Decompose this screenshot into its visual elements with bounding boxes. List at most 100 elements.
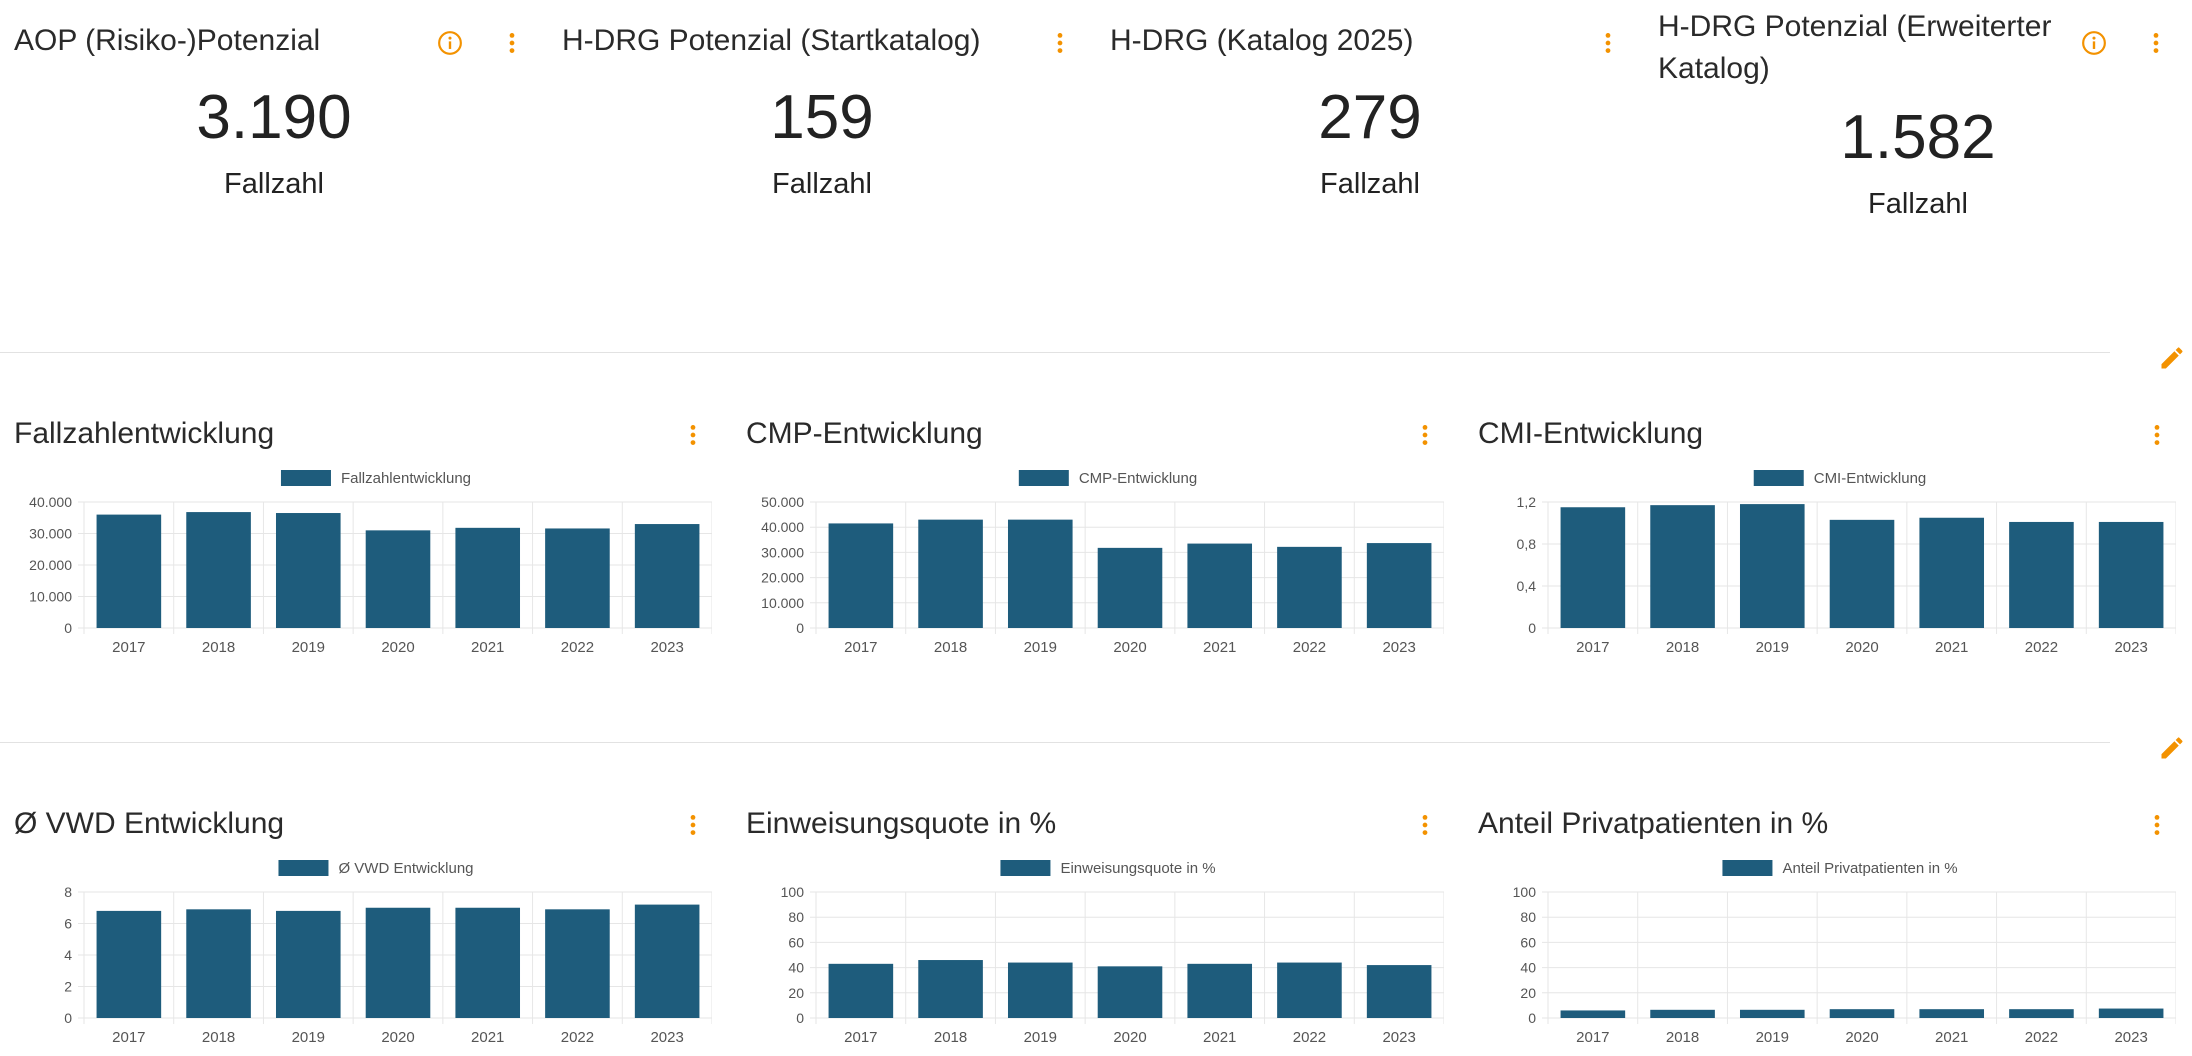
- more-vertical-icon[interactable]: [499, 30, 525, 56]
- kpi-unit: Fallzahl: [772, 168, 872, 200]
- chart-legend[interactable]: Einweisungsquote in %: [1000, 860, 1216, 877]
- bar-2019[interactable]: [275, 910, 341, 1018]
- bar-2018[interactable]: [1650, 505, 1715, 628]
- kpi-unit: Fallzahl: [1320, 168, 1420, 200]
- info-circle-icon[interactable]: [2081, 30, 2107, 56]
- bar-2023[interactable]: [1366, 543, 1432, 628]
- bar-2022[interactable]: [1277, 546, 1342, 628]
- x-tick-label: 2021: [1935, 1029, 1968, 1046]
- chart-legend[interactable]: CMI-Entwicklung: [1753, 470, 1927, 487]
- bar-2021[interactable]: [1187, 543, 1253, 628]
- more-vertical-icon[interactable]: [680, 422, 706, 448]
- bar-2021[interactable]: [1919, 1009, 1985, 1018]
- bar-2017[interactable]: [96, 910, 162, 1018]
- y-tick-label: 40.000: [761, 519, 804, 535]
- legend-label: Anteil Privatpatienten in %: [1782, 860, 1957, 877]
- bar-2023[interactable]: [634, 524, 700, 628]
- bar-2018[interactable]: [186, 512, 251, 628]
- bar-2018[interactable]: [918, 519, 983, 628]
- legend-swatch: [1000, 860, 1051, 876]
- kpi-unit: Fallzahl: [1868, 188, 1968, 220]
- more-vertical-icon[interactable]: [1595, 30, 1621, 56]
- chart-legend[interactable]: Ø VWD Entwicklung: [278, 860, 474, 877]
- bar-2022[interactable]: [1277, 962, 1342, 1018]
- bar-2018[interactable]: [918, 960, 983, 1018]
- chart-legend[interactable]: Fallzahlentwicklung: [280, 470, 471, 487]
- kpi-value: 159: [770, 83, 874, 152]
- more-vertical-icon[interactable]: [2144, 422, 2170, 448]
- bar-2021[interactable]: [455, 527, 521, 628]
- bar-2020[interactable]: [1097, 547, 1163, 628]
- kpi-value: 3.190: [196, 83, 352, 152]
- pencil-icon[interactable]: [2158, 734, 2186, 762]
- chart-legend[interactable]: CMP-Entwicklung: [1018, 470, 1197, 487]
- y-tick-label: 80: [788, 909, 804, 925]
- bar-2021[interactable]: [1187, 963, 1253, 1018]
- bar-2017[interactable]: [96, 514, 162, 628]
- more-vertical-icon[interactable]: [1412, 812, 1438, 838]
- bar-2017[interactable]: [1560, 1010, 1626, 1018]
- x-tick-label: 2018: [934, 1029, 967, 1046]
- bar-2020[interactable]: [365, 907, 431, 1018]
- bar-2019[interactable]: [275, 513, 341, 628]
- bar-2020[interactable]: [1097, 966, 1163, 1018]
- more-vertical-icon[interactable]: [1412, 422, 1438, 448]
- y-tick-label: 0: [1528, 1010, 1536, 1026]
- y-tick-label: 30.000: [761, 544, 804, 560]
- bar-2017[interactable]: [828, 523, 894, 628]
- bar-2017[interactable]: [1560, 507, 1626, 628]
- kpi-card-hdrg-start: H-DRG Potenzial (Startkatalog) 159 Fallz…: [548, 0, 1096, 240]
- bar-2019[interactable]: [1007, 519, 1073, 628]
- chart-legend[interactable]: Anteil Privatpatienten in %: [1722, 860, 1958, 877]
- more-vertical-icon[interactable]: [680, 812, 706, 838]
- y-tick-label: 0: [64, 1010, 72, 1026]
- legend-label: CMP-Entwicklung: [1079, 470, 1197, 487]
- bar-2023[interactable]: [2098, 521, 2164, 628]
- bar-2023[interactable]: [1366, 965, 1432, 1018]
- bar-2019[interactable]: [1739, 504, 1805, 628]
- bar-2018[interactable]: [1650, 1009, 1715, 1018]
- kpi-unit: Fallzahl: [224, 168, 324, 200]
- bar-2021[interactable]: [1919, 517, 1985, 628]
- bar-2020[interactable]: [365, 530, 431, 628]
- y-tick-label: 40: [788, 960, 804, 976]
- x-tick-label: 2017: [112, 1029, 145, 1046]
- bar-2022[interactable]: [2009, 1009, 2074, 1018]
- bar-2020[interactable]: [1829, 519, 1895, 628]
- x-tick-label: 2023: [650, 639, 683, 656]
- x-tick-label: 2018: [1666, 639, 1699, 656]
- chart-title: CMP-Entwicklung: [746, 417, 983, 450]
- y-tick-label: 20.000: [29, 557, 72, 573]
- info-circle-icon[interactable]: [437, 30, 463, 56]
- y-tick-label: 40: [1520, 960, 1536, 976]
- bar-2020[interactable]: [1829, 1009, 1895, 1018]
- bar-2019[interactable]: [1007, 962, 1073, 1018]
- kpi-title: AOP (Risiko-)Potenzial: [14, 24, 321, 57]
- bar-2022[interactable]: [545, 528, 610, 628]
- bar-2022[interactable]: [545, 909, 610, 1018]
- more-vertical-icon[interactable]: [2144, 812, 2170, 838]
- legend-label: CMI-Entwicklung: [1814, 470, 1927, 487]
- y-tick-label: 20.000: [761, 570, 804, 586]
- y-tick-label: 60: [788, 934, 804, 950]
- x-tick-label: 2020: [1845, 1029, 1878, 1046]
- more-vertical-icon[interactable]: [2143, 30, 2169, 56]
- x-tick-label: 2020: [1113, 1029, 1146, 1046]
- bar-2019[interactable]: [1739, 1009, 1805, 1018]
- y-tick-label: 2: [64, 979, 72, 995]
- y-tick-label: 6: [64, 916, 72, 932]
- bar-2021[interactable]: [455, 907, 521, 1018]
- chart-card-privat: Anteil Privatpatienten in % Anteil Priva…: [1464, 794, 2176, 1056]
- bar-2022[interactable]: [2009, 521, 2074, 628]
- more-vertical-icon[interactable]: [1047, 30, 1073, 56]
- bar-2018[interactable]: [186, 909, 251, 1018]
- x-tick-label: 2023: [1382, 639, 1415, 656]
- bar-2023[interactable]: [634, 904, 700, 1018]
- x-tick-label: 2020: [381, 639, 414, 656]
- x-tick-label: 2018: [202, 639, 235, 656]
- x-tick-label: 2017: [844, 1029, 877, 1046]
- pencil-icon[interactable]: [2158, 344, 2186, 372]
- bar-2023[interactable]: [2098, 1008, 2164, 1018]
- x-tick-label: 2019: [1756, 639, 1789, 656]
- bar-2017[interactable]: [828, 963, 894, 1018]
